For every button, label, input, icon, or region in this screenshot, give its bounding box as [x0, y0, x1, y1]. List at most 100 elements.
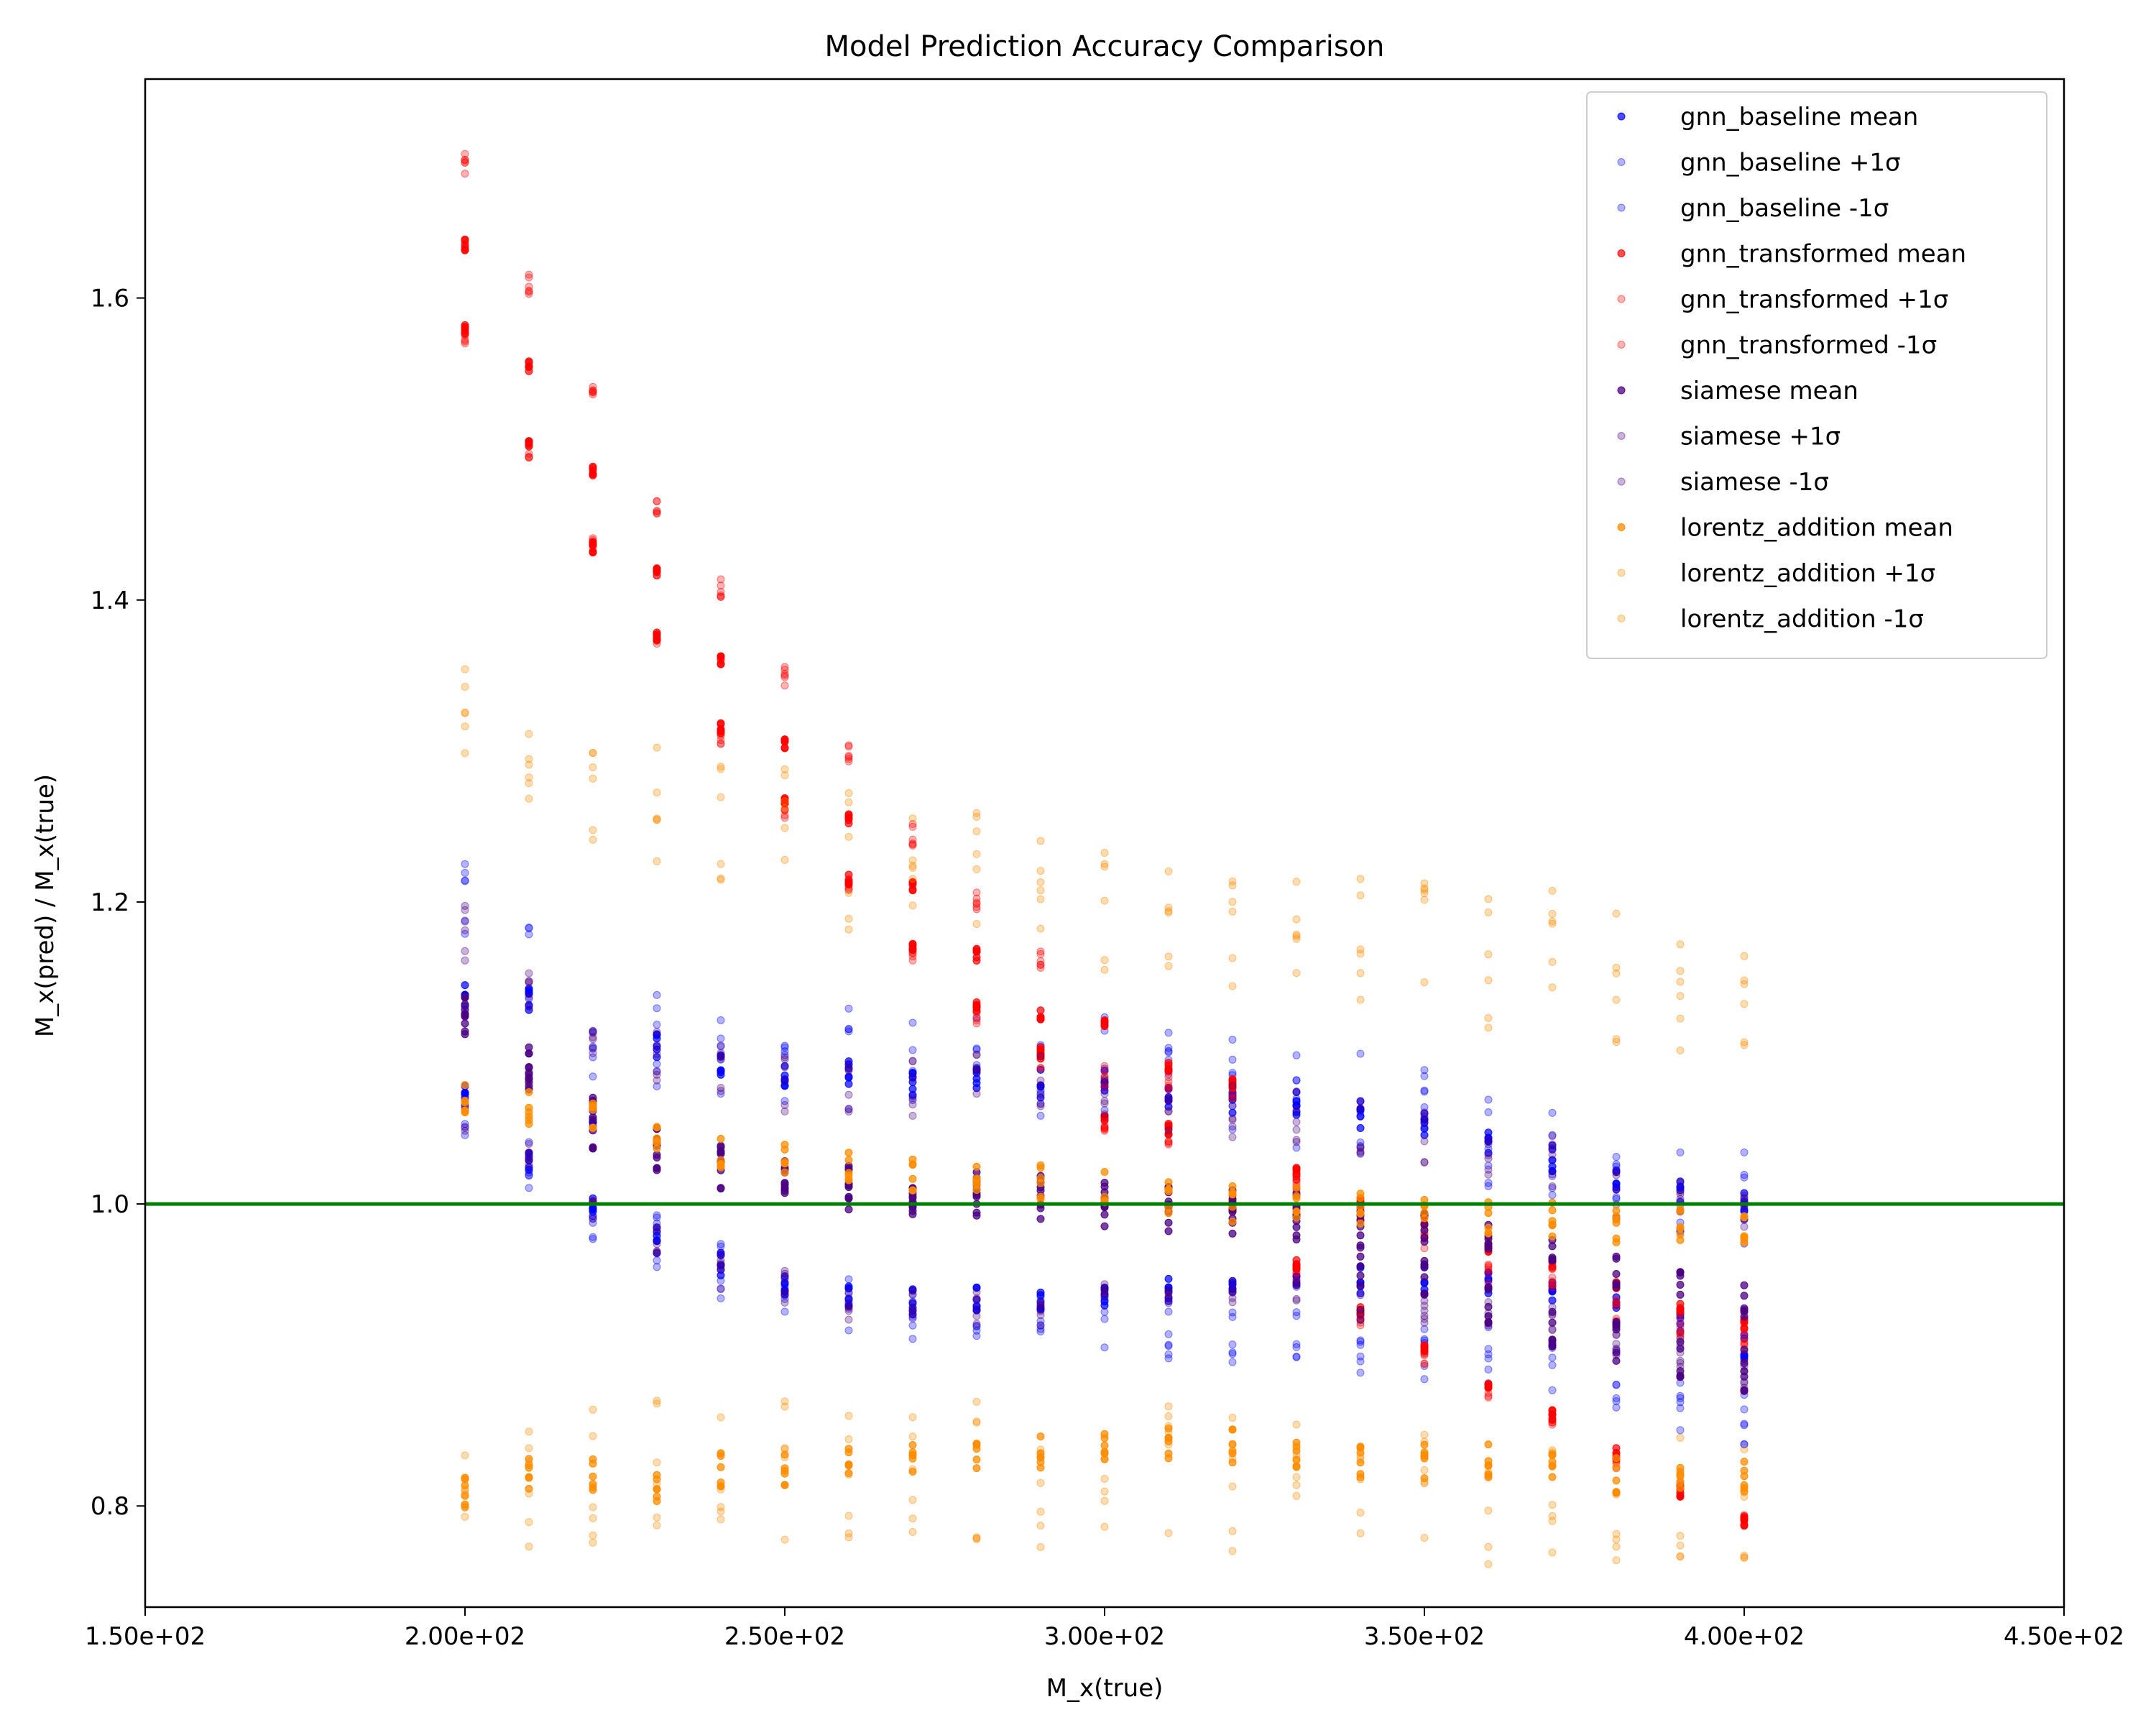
- data-point: [972, 1295, 981, 1304]
- data-point: [780, 855, 789, 864]
- data-point: [1676, 978, 1685, 986]
- data-point: [1356, 1458, 1365, 1467]
- data-point: [1548, 1448, 1557, 1457]
- data-point: [525, 1518, 533, 1527]
- data-point: [461, 1010, 469, 1018]
- data-point: [1548, 1221, 1557, 1230]
- data-point: [1548, 1277, 1557, 1286]
- data-point: [972, 1322, 981, 1330]
- data-point: [1484, 1345, 1493, 1353]
- data-point: [908, 1321, 917, 1330]
- data-point: [653, 497, 661, 505]
- data-point: [844, 1194, 853, 1202]
- data-point: [1612, 1444, 1621, 1453]
- data-point: [1036, 1013, 1045, 1021]
- data-point: [908, 1155, 917, 1164]
- data-point: [1356, 1112, 1365, 1121]
- data-point: [653, 1028, 661, 1036]
- data-point: [780, 1307, 789, 1316]
- data-point: [717, 1256, 725, 1264]
- data-point: [1164, 1092, 1173, 1101]
- data-point: [1484, 1470, 1493, 1478]
- data-point: [653, 1399, 661, 1408]
- data-point: [1100, 1112, 1109, 1121]
- data-point: [780, 1294, 789, 1303]
- data-point: [844, 879, 853, 888]
- data-point: [1420, 1289, 1429, 1298]
- data-point: [717, 1016, 725, 1024]
- data-point: [1548, 1473, 1557, 1481]
- data-point: [780, 1101, 789, 1109]
- data-point: [653, 510, 661, 518]
- data-point: [1228, 1082, 1237, 1091]
- data-point: [589, 388, 597, 397]
- data-point: [525, 969, 533, 978]
- data-point: [908, 875, 917, 883]
- legend: gnn_baseline mean gnn_baseline +1σ gnn_bas…: [1586, 91, 2047, 659]
- data-point: [1740, 1171, 1749, 1179]
- y-tick-label: 1.6: [91, 285, 129, 313]
- data-point: [1164, 1412, 1173, 1420]
- data-point: [1612, 1153, 1621, 1161]
- data-point: [844, 1296, 853, 1305]
- data-point: [1292, 1076, 1301, 1085]
- data-point: [1420, 884, 1429, 893]
- data-point: [1484, 1274, 1493, 1283]
- data-point: [1356, 1282, 1365, 1289]
- data-point: [1548, 1151, 1557, 1159]
- data-point: [780, 1269, 789, 1278]
- data-point: [1740, 1335, 1749, 1343]
- data-point: [717, 1450, 725, 1458]
- data-point: [1420, 1118, 1429, 1126]
- data-point: [972, 900, 981, 908]
- data-point: [525, 1458, 533, 1466]
- data-point: [1612, 1542, 1621, 1551]
- data-point: [1292, 1296, 1301, 1305]
- data-point: [525, 755, 533, 763]
- data-point: [1036, 1302, 1045, 1310]
- data-point: [1036, 1076, 1045, 1085]
- data-point: [1100, 1082, 1109, 1091]
- data-point: [1356, 1336, 1365, 1345]
- data-point: [1228, 1090, 1237, 1098]
- data-point: [525, 1172, 533, 1180]
- data-point: [1100, 1222, 1109, 1230]
- data-point: [1356, 1147, 1365, 1156]
- data-point: [1356, 1289, 1365, 1297]
- data-point: [717, 1041, 725, 1050]
- data-point: [844, 1471, 853, 1478]
- data-point: [844, 1090, 853, 1099]
- data-point: [1164, 1083, 1173, 1092]
- data-point: [1228, 1425, 1237, 1434]
- data-point: [1420, 1474, 1429, 1483]
- data-point: [1420, 1350, 1429, 1358]
- data-point: [717, 1284, 725, 1293]
- y-tick-label: 1.2: [91, 888, 129, 917]
- data-point: [908, 952, 917, 961]
- data-point: [1228, 1182, 1237, 1190]
- data-point: [461, 722, 469, 731]
- data-point: [1164, 1097, 1173, 1105]
- data-point: [1164, 1294, 1173, 1302]
- data-point: [780, 804, 789, 813]
- data-point: [908, 878, 917, 887]
- data-point: [1036, 960, 1045, 969]
- data-point: [1292, 1473, 1301, 1481]
- data-point: [1676, 1014, 1685, 1023]
- data-point: [844, 1445, 853, 1453]
- data-point: [972, 1179, 981, 1187]
- data-point: [525, 1075, 533, 1084]
- data-point: [1228, 1076, 1237, 1085]
- data-point: [653, 568, 661, 576]
- data-point: [1676, 1348, 1685, 1357]
- data-point: [1228, 1036, 1237, 1044]
- data-point: [1292, 1353, 1301, 1361]
- data-point: [844, 875, 853, 883]
- data-point: [1612, 1380, 1621, 1389]
- data-point: [1164, 1084, 1173, 1092]
- data-point: [1740, 1281, 1749, 1289]
- data-point: [589, 1035, 597, 1044]
- data-point: [1612, 995, 1621, 1004]
- data-point: [1036, 1292, 1045, 1301]
- data-point: [1100, 1487, 1109, 1496]
